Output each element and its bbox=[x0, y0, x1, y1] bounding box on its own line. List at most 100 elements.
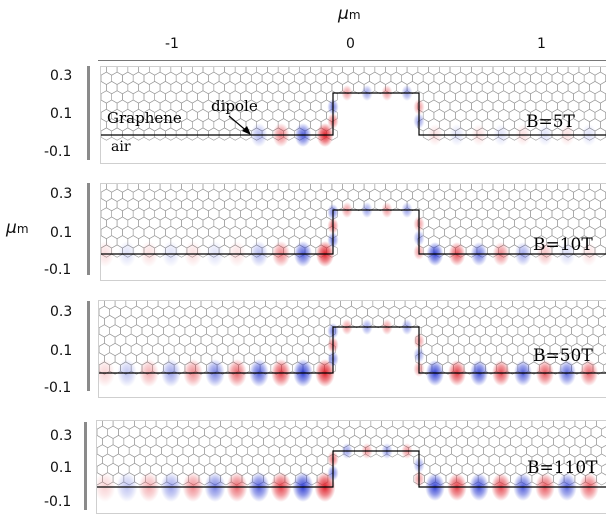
panel-2-tick-m01: -0.1 bbox=[44, 262, 71, 278]
lattice-cell bbox=[300, 67, 311, 75]
lattice-cell bbox=[135, 421, 146, 429]
field-label: B=10T bbox=[533, 235, 593, 255]
panel-1-scale-bar bbox=[87, 66, 90, 160]
lattice-cell bbox=[190, 301, 201, 309]
lattice-cell bbox=[199, 421, 210, 429]
panel-1: Graphene air dipole B=5T bbox=[100, 66, 606, 164]
lattice-cell bbox=[547, 67, 558, 75]
lattice-cell bbox=[321, 184, 332, 192]
panel-2-tick-01: 0.1 bbox=[50, 225, 72, 241]
lattice-cell bbox=[553, 421, 564, 429]
lattice-cell bbox=[579, 67, 590, 75]
lattice-cell bbox=[182, 67, 193, 75]
lattice-cell bbox=[439, 67, 450, 75]
lattice-cell bbox=[117, 67, 128, 75]
lattice-cell bbox=[117, 184, 128, 192]
lattice-cell bbox=[264, 421, 275, 429]
lattice-cell bbox=[139, 184, 150, 192]
lattice-cell bbox=[504, 184, 515, 192]
lattice-cell bbox=[332, 67, 343, 75]
lattice-cell bbox=[375, 184, 386, 192]
top-tick-1: 1 bbox=[537, 36, 546, 52]
lattice-cell bbox=[500, 421, 511, 429]
panel-3-field-map: B=50T bbox=[99, 301, 606, 397]
left-axis-title: μm bbox=[6, 218, 29, 238]
lattice-cell bbox=[482, 67, 493, 75]
lattice-cell bbox=[289, 67, 300, 75]
lattice-cell bbox=[180, 301, 191, 309]
lattice-cell bbox=[144, 128, 155, 140]
panel-1-field-map: Graphene air dipole B=5T bbox=[101, 67, 606, 163]
lattice-cell bbox=[165, 128, 176, 140]
lattice-cell bbox=[155, 128, 166, 140]
lattice-cell bbox=[113, 421, 124, 429]
lattice-cell bbox=[588, 301, 599, 309]
lattice-cell bbox=[178, 421, 189, 429]
lattice-cell bbox=[547, 184, 558, 192]
lattice-cell bbox=[375, 67, 386, 75]
lattice-cell bbox=[536, 67, 547, 75]
panel-4-tick-m01: -0.1 bbox=[44, 494, 71, 510]
panel-2-tick-03: 0.3 bbox=[50, 186, 72, 202]
lattice-cell bbox=[590, 67, 601, 75]
lattice-cell bbox=[590, 184, 601, 192]
field-label: B=110T bbox=[527, 458, 598, 478]
lattice-cell bbox=[392, 421, 403, 429]
lattice-cell bbox=[600, 198, 606, 210]
lattice-cell bbox=[598, 334, 606, 346]
lattice-cell bbox=[246, 184, 257, 192]
lattice-cell bbox=[536, 184, 547, 192]
lattice-cell bbox=[525, 67, 536, 75]
lattice-cell bbox=[407, 67, 418, 75]
lattice-cell bbox=[470, 301, 481, 309]
lattice-cell bbox=[246, 67, 257, 75]
lattice-cell bbox=[171, 67, 182, 75]
lattice-cell bbox=[480, 301, 491, 309]
dipole-label: dipole bbox=[211, 97, 258, 115]
panel-1-tick-01: 0.1 bbox=[50, 106, 72, 122]
lattice-cell bbox=[210, 421, 221, 429]
lattice-cell bbox=[219, 128, 230, 140]
lattice-cell bbox=[176, 128, 187, 140]
lattice-cell bbox=[364, 184, 375, 192]
lattice-cell bbox=[169, 301, 180, 309]
lattice-cell bbox=[468, 421, 479, 429]
panel-4-tick-01: 0.1 bbox=[50, 460, 72, 476]
lattice-cell bbox=[198, 128, 209, 140]
panel-3-scale-bar bbox=[87, 301, 90, 391]
lattice-cell bbox=[289, 184, 300, 192]
lattice-cell bbox=[124, 421, 135, 429]
lattice-cell bbox=[171, 184, 182, 192]
lattice-cell bbox=[328, 421, 339, 429]
lattice-cell bbox=[577, 301, 588, 309]
lattice-cell bbox=[425, 421, 436, 429]
lattice-cell bbox=[306, 421, 317, 429]
top-tick-neg1: -1 bbox=[165, 36, 179, 52]
lattice-cell bbox=[225, 184, 236, 192]
lattice-cell bbox=[308, 301, 319, 309]
lattice-cell bbox=[557, 67, 568, 75]
top-axis-title: μm bbox=[338, 4, 361, 24]
lattice-cell bbox=[203, 184, 214, 192]
lattice-cell bbox=[429, 67, 440, 75]
dipole-arrowhead bbox=[242, 126, 251, 135]
lattice-cell bbox=[557, 184, 568, 192]
lattice-cell bbox=[523, 301, 534, 309]
lattice-cell bbox=[579, 184, 590, 192]
lattice-cell bbox=[568, 184, 579, 192]
field-label: B=5T bbox=[526, 112, 576, 132]
lattice-cell bbox=[156, 421, 167, 429]
lattice-cell bbox=[459, 301, 470, 309]
lattice-cell bbox=[268, 184, 279, 192]
lattice-cell bbox=[564, 421, 575, 429]
lattice-cell bbox=[566, 301, 577, 309]
lattice-cell bbox=[568, 67, 579, 75]
lattice-cell bbox=[255, 301, 266, 309]
lattice-cell bbox=[212, 301, 223, 309]
lattice-cell bbox=[203, 67, 214, 75]
lattice-cell bbox=[268, 67, 279, 75]
top-tick-0: 0 bbox=[346, 36, 355, 52]
lattice-cell bbox=[300, 184, 311, 192]
lattice-cell bbox=[298, 301, 309, 309]
lattice-cell bbox=[437, 301, 448, 309]
